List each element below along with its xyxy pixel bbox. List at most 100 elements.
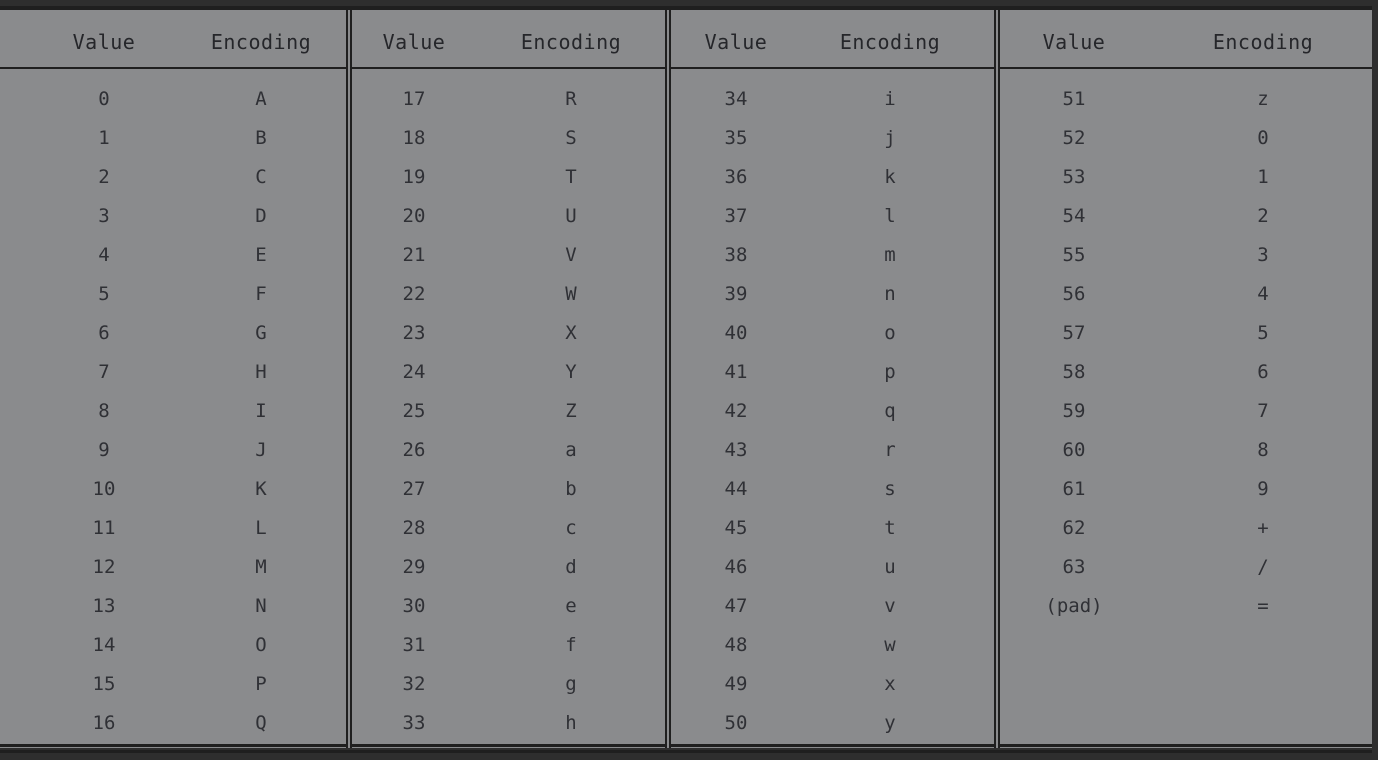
encoding-cell: O bbox=[255, 634, 267, 656]
encoding-cell: z bbox=[1257, 88, 1269, 110]
value-cell: 32 bbox=[402, 673, 426, 695]
encoding-cell: 1 bbox=[1257, 166, 1269, 188]
value-cell: 6 bbox=[98, 322, 110, 344]
value-cell: 54 bbox=[1062, 205, 1086, 227]
value-cell: 28 bbox=[402, 517, 426, 539]
value-cell: 61 bbox=[1062, 478, 1086, 500]
encoding-cell: e bbox=[565, 595, 577, 617]
value-cell: 46 bbox=[724, 556, 748, 578]
value-cell: 56 bbox=[1062, 283, 1086, 305]
value-cell: 17 bbox=[402, 88, 426, 110]
value-cell: 0 bbox=[98, 88, 110, 110]
header-rule bbox=[0, 67, 1372, 69]
value-cell: 29 bbox=[402, 556, 426, 578]
encoding-cell: = bbox=[1257, 595, 1269, 617]
value-cell: 40 bbox=[724, 322, 748, 344]
value-cell: 53 bbox=[1062, 166, 1086, 188]
encoding-cell: 3 bbox=[1257, 244, 1269, 266]
encoding-cell: s bbox=[884, 478, 896, 500]
encoding-cell: H bbox=[255, 361, 267, 383]
value-cell: 44 bbox=[724, 478, 748, 500]
encoding-cell: B bbox=[255, 127, 267, 149]
value-cell: 33 bbox=[402, 712, 426, 734]
value-cell: 8 bbox=[98, 400, 110, 422]
encoding-cell: K bbox=[255, 478, 267, 500]
encoding-cell: Q bbox=[255, 712, 267, 734]
encoding-cell: g bbox=[565, 673, 577, 695]
encoding-cell: x bbox=[884, 673, 896, 695]
value-cell: 24 bbox=[402, 361, 426, 383]
header-encoding: Encoding bbox=[1212, 30, 1314, 54]
value-cell: 21 bbox=[402, 244, 426, 266]
value-cell: 34 bbox=[724, 88, 748, 110]
value-cell: 1 bbox=[98, 127, 110, 149]
encoding-cell: A bbox=[255, 88, 267, 110]
value-cell: 13 bbox=[92, 595, 116, 617]
header-value: Value bbox=[72, 30, 136, 54]
value-cell: 3 bbox=[98, 205, 110, 227]
encoding-cell: L bbox=[255, 517, 267, 539]
value-cell: 20 bbox=[402, 205, 426, 227]
header-value: Value bbox=[382, 30, 446, 54]
value-cell: 2 bbox=[98, 166, 110, 188]
value-cell: 5 bbox=[98, 283, 110, 305]
encoding-cell: N bbox=[255, 595, 267, 617]
value-cell: 12 bbox=[92, 556, 116, 578]
value-cell: 52 bbox=[1062, 127, 1086, 149]
encoding-cell: R bbox=[565, 88, 577, 110]
value-cell: 37 bbox=[724, 205, 748, 227]
value-cell: 23 bbox=[402, 322, 426, 344]
encoding-cell: C bbox=[255, 166, 267, 188]
value-cell: 4 bbox=[98, 244, 110, 266]
encoding-cell: n bbox=[884, 283, 896, 305]
header-encoding: Encoding bbox=[520, 30, 622, 54]
value-cell: 7 bbox=[98, 361, 110, 383]
value-cell: 63 bbox=[1062, 556, 1086, 578]
value-cell: 39 bbox=[724, 283, 748, 305]
value-cell: 15 bbox=[92, 673, 116, 695]
value-cell: 36 bbox=[724, 166, 748, 188]
encoding-cell: u bbox=[884, 556, 896, 578]
encoding-cell: 7 bbox=[1257, 400, 1269, 422]
encoding-cell: D bbox=[255, 205, 267, 227]
encoding-cell: q bbox=[884, 400, 896, 422]
encoding-cell: r bbox=[884, 439, 896, 461]
encoding-cell: X bbox=[565, 322, 577, 344]
encoding-cell: Z bbox=[565, 400, 577, 422]
encoding-cell: 0 bbox=[1257, 127, 1269, 149]
value-cell: 22 bbox=[402, 283, 426, 305]
value-cell: (pad) bbox=[1045, 595, 1103, 617]
value-cell: 25 bbox=[402, 400, 426, 422]
value-cell: 14 bbox=[92, 634, 116, 656]
encoding-cell: 9 bbox=[1257, 478, 1269, 500]
encoding-cell: V bbox=[565, 244, 577, 266]
encoding-cell: W bbox=[565, 283, 577, 305]
encoding-cell: b bbox=[565, 478, 577, 500]
value-cell: 41 bbox=[724, 361, 748, 383]
column-divider bbox=[346, 10, 352, 748]
encoding-table bbox=[0, 10, 1372, 748]
encoding-cell: h bbox=[565, 712, 577, 734]
value-cell: 49 bbox=[724, 673, 748, 695]
bottom-rule bbox=[0, 744, 1372, 747]
value-cell: 30 bbox=[402, 595, 426, 617]
encoding-cell: G bbox=[255, 322, 267, 344]
header-value: Value bbox=[704, 30, 768, 54]
encoding-cell: 6 bbox=[1257, 361, 1269, 383]
encoding-cell: Y bbox=[565, 361, 577, 383]
value-cell: 62 bbox=[1062, 517, 1086, 539]
value-cell: 58 bbox=[1062, 361, 1086, 383]
value-cell: 19 bbox=[402, 166, 426, 188]
encoding-cell: p bbox=[884, 361, 896, 383]
value-cell: 11 bbox=[92, 517, 116, 539]
encoding-cell: o bbox=[884, 322, 896, 344]
encoding-cell: 5 bbox=[1257, 322, 1269, 344]
value-cell: 50 bbox=[724, 712, 748, 734]
value-cell: 48 bbox=[724, 634, 748, 656]
value-cell: 16 bbox=[92, 712, 116, 734]
value-cell: 57 bbox=[1062, 322, 1086, 344]
value-cell: 60 bbox=[1062, 439, 1086, 461]
value-cell: 45 bbox=[724, 517, 748, 539]
encoding-cell: c bbox=[565, 517, 577, 539]
